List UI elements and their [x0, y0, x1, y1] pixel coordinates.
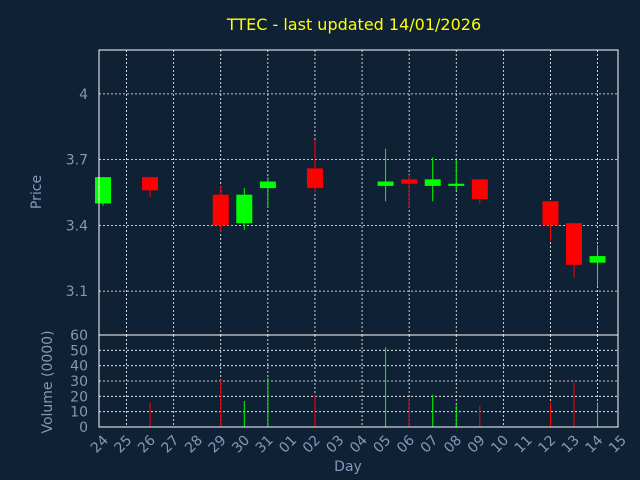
price-y-tick-label: 3.1 — [66, 284, 88, 300]
x-tick-label: 26 — [135, 432, 159, 456]
x-axis-label: Day — [334, 459, 362, 475]
price-candles — [95, 139, 606, 287]
x-tick-label: 09 — [465, 433, 489, 457]
volume-panel-frame — [98, 334, 619, 428]
candle-body — [95, 177, 111, 204]
candle-body — [566, 223, 582, 265]
candle-body — [401, 179, 418, 184]
x-tick-label: 30 — [229, 433, 253, 457]
x-tick-label: 02 — [300, 433, 324, 457]
chart-title: TTEC - last updated 14/01/2026 — [226, 15, 481, 34]
price-y-tick-label: 4 — [79, 87, 88, 103]
candle-body — [259, 181, 276, 189]
price-y-ticks: 3.1 3.4 3.7 4 — [66, 87, 88, 300]
volume-y-tick-label: 60 — [70, 328, 88, 344]
volume-y-tick-label: 30 — [70, 374, 88, 390]
volume-bars — [149, 347, 599, 427]
x-tick-label: 03 — [323, 433, 347, 457]
volume-grid — [99, 335, 618, 427]
volume-y-tick-label: 50 — [70, 343, 88, 359]
candle-body — [424, 179, 441, 186]
x-tick-label: 01 — [276, 433, 300, 457]
x-tick-label: 28 — [182, 433, 206, 457]
x-tick-label: 07 — [418, 433, 442, 457]
volume-y-tick-label: 40 — [70, 359, 88, 375]
x-tick-label: 12 — [535, 433, 559, 457]
candle-body — [306, 168, 323, 189]
x-tick-label: 14 — [582, 432, 606, 456]
price-axis-label: Price — [29, 175, 45, 209]
volume-y-tick-label: 0 — [79, 420, 88, 436]
candle-body — [542, 201, 559, 226]
volume-y-tick-label: 20 — [70, 389, 88, 405]
price-y-tick-label: 3.7 — [66, 153, 88, 169]
price-panel-frame — [98, 49, 619, 336]
candle-body — [236, 194, 253, 224]
candle-body — [448, 183, 465, 186]
x-tick-label: 15 — [606, 433, 630, 457]
price-panel: 3.1 3.4 3.7 4 Price — [29, 49, 619, 336]
volume-y-tick-label: 10 — [70, 405, 88, 421]
price-y-tick-label: 3.4 — [66, 218, 88, 234]
x-tick-label: 13 — [559, 433, 583, 457]
candle-body — [212, 194, 229, 226]
x-tick-label: 08 — [441, 433, 465, 457]
x-tick-label: 25 — [111, 433, 135, 457]
x-tick-label: 05 — [371, 433, 395, 457]
x-tick-label: 04 — [347, 432, 371, 456]
x-tick-label: 27 — [159, 433, 183, 457]
price-grid — [99, 50, 618, 335]
volume-axis-label: Volume (0000) — [40, 330, 56, 433]
x-tick-label: 31 — [253, 433, 277, 457]
x-tick-label: 24 — [88, 432, 112, 456]
x-tick-label: 10 — [488, 433, 512, 457]
candle-body — [589, 256, 606, 263]
x-tick-label: 06 — [394, 432, 418, 456]
x-tick-label: 29 — [206, 433, 230, 457]
x-tick-label: 11 — [512, 433, 536, 457]
x-axis-tick-labels: 24 25 26 27 28 29 30 31 01 02 03 04 05 06 07 08 09 10 11 12… — [88, 432, 630, 456]
candle-body — [377, 181, 394, 186]
candle-body — [142, 177, 159, 191]
candle-body — [471, 179, 488, 200]
